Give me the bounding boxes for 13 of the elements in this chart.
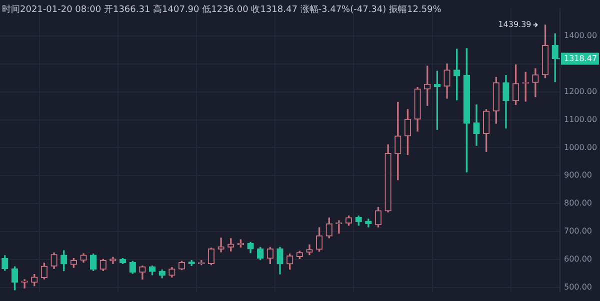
candlestick: [218, 238, 224, 252]
annotation: 1439.39: [498, 20, 532, 29]
y-tick-label: 700.00: [564, 226, 592, 236]
chart-title: 时间2021-01-20 08:00 开1366.31 高1407.90 低1236.00 收1318.47 涨幅-3.47%(-47.34) 振幅12.59%: [2, 4, 442, 16]
y-tick-label: 500.00: [564, 282, 592, 292]
y-tick-label: 800.00: [564, 198, 592, 208]
y-tick-label: 1200.00: [564, 86, 598, 96]
y-tick-label: 1000.00: [564, 142, 598, 152]
y-tick-label: 900.00: [564, 170, 592, 180]
y-tick-label: 600.00: [564, 254, 592, 264]
ref-line-label: 1318.47: [564, 54, 598, 63]
y-tick-label: 1100.00: [564, 114, 598, 124]
y-tick-label: 1400.00: [564, 30, 598, 40]
